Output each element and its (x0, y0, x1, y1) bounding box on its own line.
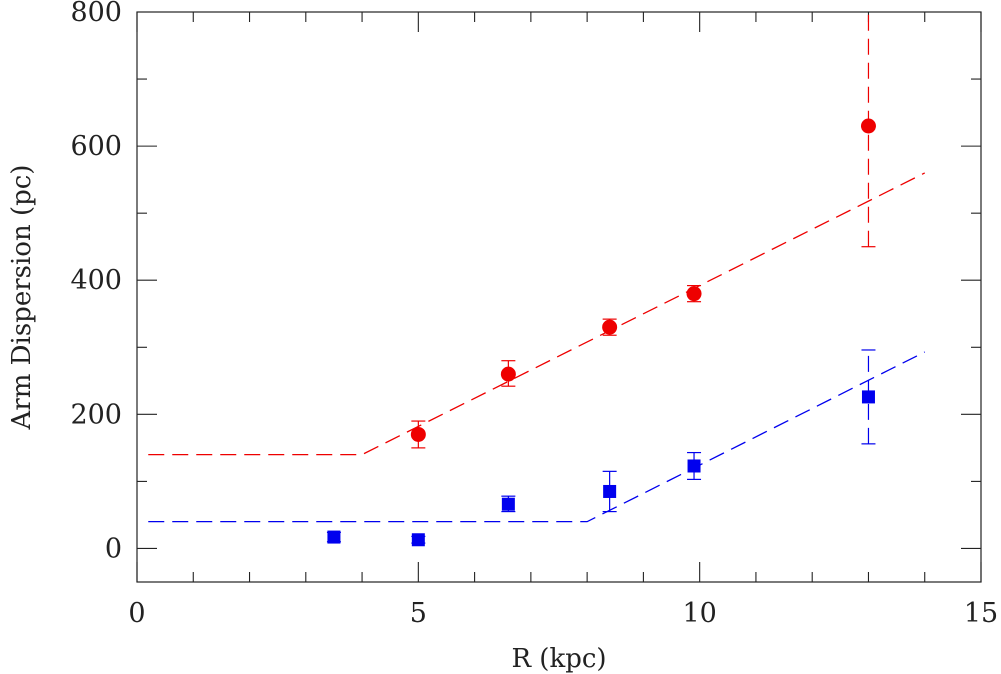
y-tick-label: 600 (70, 131, 122, 162)
y-tick-label: 800 (70, 0, 122, 28)
blue-point (501, 497, 515, 511)
blue-model-line (148, 351, 926, 523)
y-axis-title: Arm Dispersion (pc) (7, 165, 37, 431)
plot-frame (136, 11, 982, 583)
red-model-line (148, 172, 926, 456)
x-tick-label: 5 (410, 598, 427, 629)
red-point (860, 118, 876, 134)
y-tick-label: 200 (70, 399, 122, 430)
ticks-layer: 0 5 10 15 0 200 400 600 800 (70, 0, 998, 629)
x-axis-title: R (kpc) (511, 644, 606, 674)
blue-point (861, 390, 875, 404)
red-point (602, 319, 618, 335)
x-tick-label: 0 (128, 598, 145, 629)
blue-point (687, 459, 701, 473)
blue-point (327, 530, 341, 544)
points-layer (327, 118, 876, 547)
blue-point (411, 533, 425, 547)
error-bars-layer (326, 12, 876, 544)
x-tick-label: 10 (682, 598, 716, 629)
y-tick-label: 400 (70, 265, 122, 296)
red-point (410, 426, 426, 442)
x-tick-label: 15 (964, 598, 998, 629)
blue-point (603, 484, 617, 498)
red-point (686, 286, 702, 302)
y-tick-label: 0 (105, 533, 122, 564)
model-lines-layer (148, 172, 926, 523)
red-point (500, 366, 516, 382)
